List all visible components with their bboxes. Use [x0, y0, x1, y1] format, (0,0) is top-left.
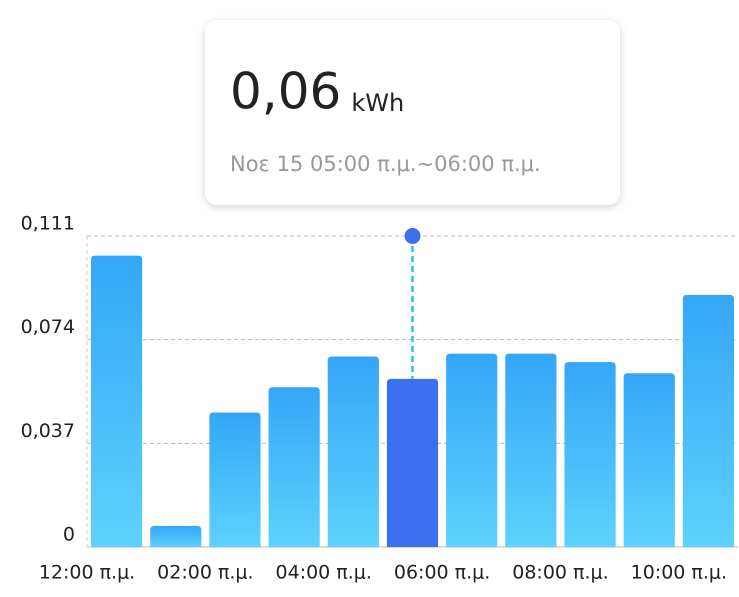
- bar: [446, 353, 498, 547]
- tooltip-period: Νοε 15 05:00 π.μ.~06:00 π.μ.: [230, 152, 541, 176]
- bar: [327, 356, 379, 547]
- bar: [268, 387, 320, 547]
- y-tick-label: 0,037: [21, 420, 75, 442]
- x-tick-label: 02:00 π.μ.: [157, 562, 253, 584]
- tooltip-box: [205, 20, 620, 205]
- x-tick-label: 04:00 π.μ.: [276, 562, 372, 584]
- highlight-dot: [404, 228, 421, 244]
- y-tick-label: 0,074: [21, 316, 75, 338]
- bar: [91, 255, 143, 547]
- bar: [386, 378, 439, 547]
- y-tick-label: 0: [63, 524, 75, 546]
- bar: [209, 412, 261, 547]
- x-tick-label: 08:00 π.μ.: [512, 562, 608, 584]
- bar: [682, 294, 734, 547]
- bar: [505, 353, 557, 547]
- y-tick-label: 0,111: [21, 213, 75, 235]
- tooltip-value: 0,06: [230, 63, 341, 121]
- x-tick-label: 12:00 π.μ.: [39, 562, 135, 584]
- x-tick-label: 10:00 π.μ.: [631, 562, 727, 584]
- bar: [623, 373, 675, 547]
- bar: [564, 362, 616, 547]
- tooltip-unit: kWh: [351, 89, 404, 117]
- bar: [150, 525, 202, 547]
- x-tick-label: 06:00 π.μ.: [394, 562, 490, 584]
